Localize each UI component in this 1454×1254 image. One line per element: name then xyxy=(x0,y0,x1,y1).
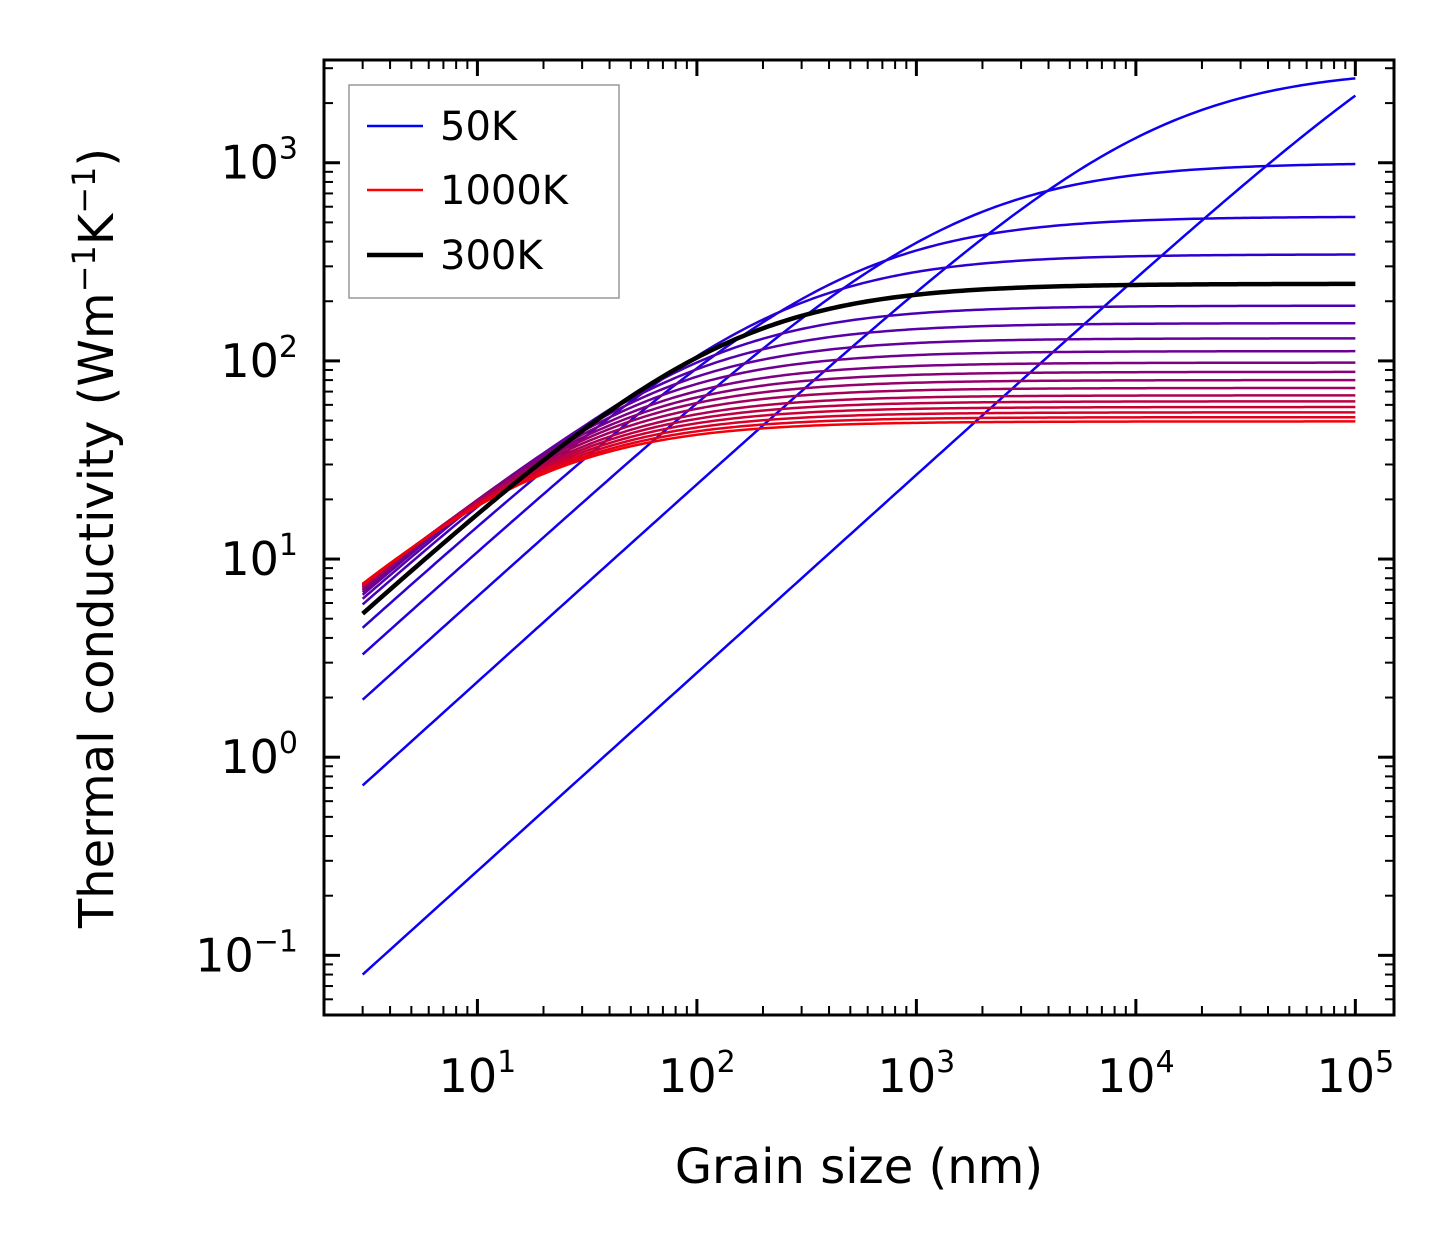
series-line-900k xyxy=(361,411,1356,586)
series-line-850k xyxy=(361,405,1356,587)
x-tick-label: 104 xyxy=(1097,1045,1175,1103)
y-tick-label: 101 xyxy=(220,528,298,586)
legend-label-300k: 300K xyxy=(440,233,544,279)
legend-label-1000k: 1000K xyxy=(440,168,570,214)
y-tick-label: 10−1 xyxy=(195,924,298,982)
y-axis-title: Thermal conductivity (Wm−1K−1) xyxy=(65,148,125,929)
series-line-600k xyxy=(361,370,1356,591)
x-tick-labels: 101 102 103 104 105 xyxy=(439,1045,1395,1103)
y-tick-label: 102 xyxy=(220,330,298,388)
x-tick-label: 101 xyxy=(439,1045,517,1103)
series-line-950k xyxy=(361,415,1356,586)
y-tick-label: 100 xyxy=(220,726,298,784)
series-line-100k xyxy=(361,77,1356,787)
major-ticks xyxy=(324,60,1394,1015)
x-axis-title: Grain size (nm) xyxy=(675,1139,1043,1195)
y-tick-labels: 10−1 100 101 102 103 xyxy=(195,132,298,983)
series-line-400k xyxy=(361,321,1356,600)
y-axis-title-close: ) xyxy=(69,148,125,167)
series-line-800k xyxy=(361,400,1356,587)
series-line-250k xyxy=(361,253,1356,629)
series-layer xyxy=(361,77,1357,976)
series-line-200k xyxy=(361,215,1356,656)
legend-label-50k: 50K xyxy=(440,104,519,150)
series-line-150k xyxy=(361,162,1356,701)
y-axis-title-sup1: −1 xyxy=(65,245,103,292)
series-line-1000k xyxy=(361,420,1356,585)
series-line-650k xyxy=(361,378,1356,589)
x-tick-label: 103 xyxy=(878,1045,956,1103)
plot-frame xyxy=(322,58,1396,1017)
y-axis-title-main: Thermal conductivity (Wm xyxy=(69,292,125,929)
y-axis-title-sup2: −1 xyxy=(65,167,103,214)
series-line-550k xyxy=(361,361,1356,592)
legend: 50K 1000K 300K xyxy=(348,84,620,299)
legend-box xyxy=(348,84,620,299)
y-tick-label: 103 xyxy=(220,132,298,190)
series-line-50k xyxy=(361,94,1357,976)
y-axis-title-k: K xyxy=(69,212,125,245)
x-tick-label: 105 xyxy=(1317,1045,1395,1103)
x-tick-label: 102 xyxy=(658,1045,736,1103)
series-line-300k xyxy=(361,281,1356,616)
